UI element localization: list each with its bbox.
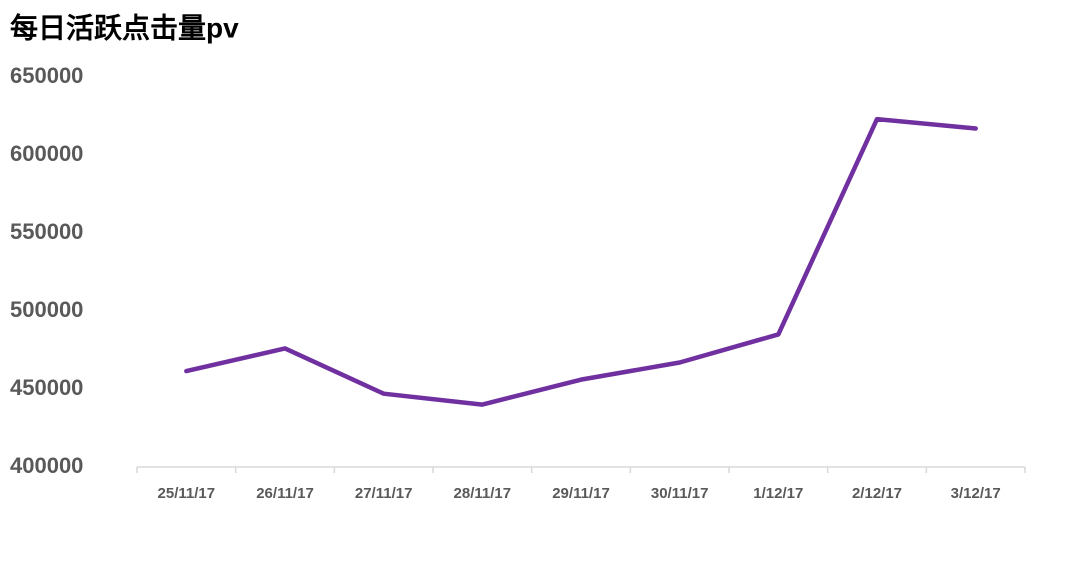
y-tick-label: 650000 bbox=[10, 63, 83, 88]
x-tick-label: 28/11/17 bbox=[454, 485, 512, 502]
x-tick-label: 30/11/17 bbox=[651, 485, 709, 502]
x-tick-label: 25/11/17 bbox=[158, 485, 216, 502]
y-tick-label: 500000 bbox=[10, 297, 83, 322]
y-tick-label: 600000 bbox=[10, 141, 83, 166]
x-tick-label: 2/12/17 bbox=[852, 485, 902, 502]
y-tick-label: 550000 bbox=[10, 219, 83, 244]
chart-title: 每日活跃点击量pv bbox=[10, 11, 239, 43]
x-tick-label: 27/11/17 bbox=[355, 485, 413, 502]
data-line bbox=[184, 116, 978, 407]
x-tick-label: 3/12/17 bbox=[951, 485, 1001, 502]
x-tick-label: 1/12/17 bbox=[753, 485, 803, 502]
x-tick-label: 29/11/17 bbox=[552, 485, 610, 502]
x-tick-label: 26/11/17 bbox=[256, 485, 314, 502]
y-tick-label: 450000 bbox=[10, 375, 83, 400]
y-tick-label: 400000 bbox=[10, 453, 83, 478]
